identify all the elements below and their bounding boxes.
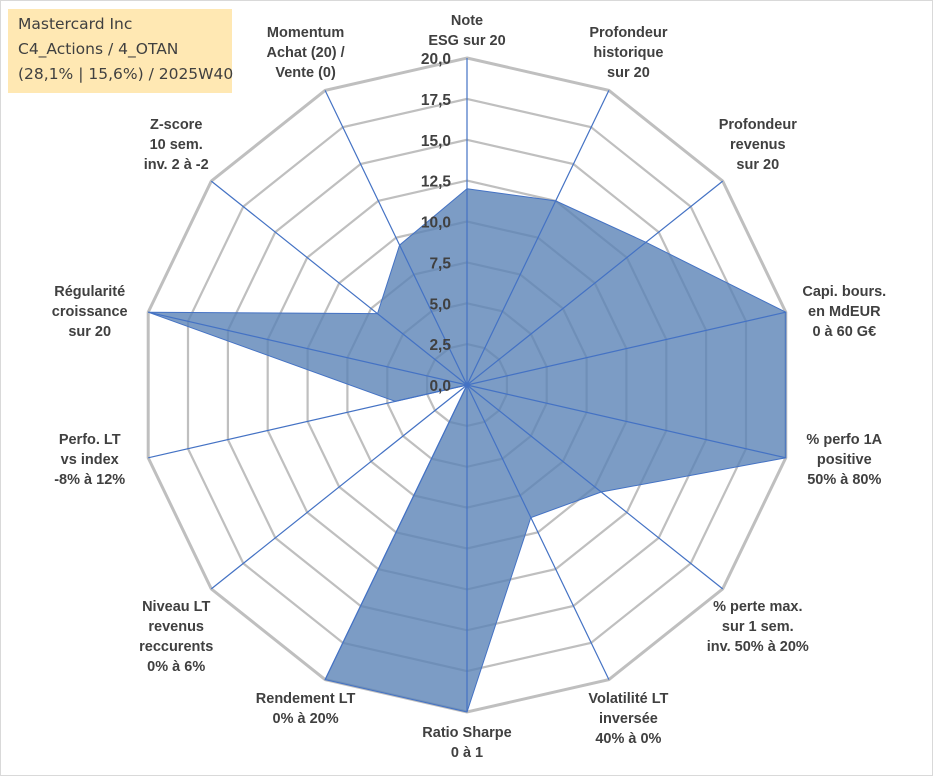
axis-label-group: Momentum Achat (20) / Vente (0) bbox=[267, 25, 345, 81]
tick-label: 12,5 bbox=[421, 174, 452, 191]
tick-label: 15,0 bbox=[421, 133, 451, 150]
tick-label: 7,5 bbox=[429, 255, 451, 272]
axis-spoke bbox=[466, 90, 610, 386]
tick-label: 5,0 bbox=[429, 296, 451, 313]
axis-spoke bbox=[466, 180, 724, 386]
axis-label: Vente (0) bbox=[275, 65, 336, 81]
tick-labels: 0,0 2,5 5,0 7,5 10,0 12,5 15,0 17,5 20,0 bbox=[421, 51, 452, 395]
axis-label: inv. 2 à -2 bbox=[144, 157, 209, 173]
axis-label: sur 20 bbox=[736, 157, 779, 173]
axis-label: 0 à 1 bbox=[451, 745, 483, 761]
axis-label: % perte max. bbox=[713, 599, 802, 615]
tick-label: 0,0 bbox=[429, 378, 451, 395]
axis-label: Régularité bbox=[54, 284, 125, 300]
axis-label: 40% à 0% bbox=[595, 731, 661, 747]
axis-label: sur 1 sem. bbox=[722, 619, 794, 635]
axis-label: sur 20 bbox=[68, 324, 111, 340]
chart-title-box: Mastercard Inc C4_Actions / 4_OTAN (28,1… bbox=[8, 9, 234, 93]
axis-label-group: Rendement LT 0% à 20% bbox=[256, 691, 356, 727]
axis-label: Niveau LT bbox=[142, 599, 210, 615]
axis-label: Capi. bours. bbox=[802, 284, 886, 300]
axis-label: Achat (20) / bbox=[267, 45, 345, 61]
axis-label: revenus bbox=[148, 619, 204, 635]
axis-label: reccurents bbox=[139, 639, 213, 655]
axis-spoke bbox=[466, 311, 786, 386]
title-category: C4_Actions / 4_OTAN bbox=[18, 40, 179, 58]
axis-label-group: % perte max. sur 1 sem. inv. 50% à 20% bbox=[707, 599, 809, 655]
axis-label: 0% à 20% bbox=[273, 711, 339, 727]
axis-label: 10 sem. bbox=[150, 137, 203, 153]
axis-label-group: Profondeur historique sur 20 bbox=[589, 25, 667, 81]
axis-label: vs index bbox=[61, 452, 119, 468]
axis-labels: Note ESG sur 20 Profondeur historique sur 20… bbox=[52, 13, 886, 761]
axis-spoke bbox=[324, 384, 468, 680]
axis-label: revenus bbox=[730, 137, 786, 153]
tick-label: 2,5 bbox=[429, 337, 451, 354]
axis-spoke bbox=[210, 180, 468, 386]
axis-label-group: Perfo. LT vs index -8% à 12% bbox=[54, 432, 125, 488]
axis-label-group: Z-score 10 sem. inv. 2 à -2 bbox=[144, 117, 209, 173]
axis-label: Profondeur bbox=[719, 117, 797, 133]
tick-label: 10,0 bbox=[421, 215, 451, 232]
axis-label: Note bbox=[451, 13, 483, 29]
axis-label: Perfo. LT bbox=[59, 432, 121, 448]
axis-spoke bbox=[210, 384, 468, 590]
axis-spoke bbox=[148, 311, 468, 386]
axis-spokes bbox=[148, 58, 786, 712]
axis-label: Momentum bbox=[267, 25, 344, 41]
axis-label: 50% à 80% bbox=[807, 472, 881, 488]
axis-label-group: Ratio Sharpe 0 à 1 bbox=[422, 725, 511, 761]
axis-label: 0% à 6% bbox=[147, 659, 205, 675]
axis-label-group: Volatilité LT inversée 40% à 0% bbox=[588, 691, 668, 747]
axis-label: historique bbox=[593, 45, 663, 61]
axis-spoke bbox=[148, 384, 468, 459]
axis-label-group: Note ESG sur 20 bbox=[428, 13, 505, 49]
axis-spoke bbox=[466, 384, 610, 680]
axis-label: 0 à 60 G€ bbox=[812, 324, 876, 340]
axis-label: Rendement LT bbox=[256, 691, 356, 707]
title-company: Mastercard Inc bbox=[18, 15, 133, 33]
axis-label: -8% à 12% bbox=[54, 472, 125, 488]
axis-label: sur 20 bbox=[607, 65, 650, 81]
axis-label-group: Régularité croissance sur 20 bbox=[52, 284, 128, 340]
tick-label: 17,5 bbox=[421, 92, 452, 109]
axis-label-group: % perfo 1A positive 50% à 80% bbox=[806, 432, 882, 488]
axis-label: en MdEUR bbox=[808, 304, 881, 320]
axis-spoke bbox=[466, 384, 786, 459]
axis-label: ESG sur 20 bbox=[428, 33, 505, 49]
axis-label: Ratio Sharpe bbox=[422, 725, 511, 741]
axis-spoke bbox=[324, 90, 468, 386]
tick-label: 20,0 bbox=[421, 51, 451, 68]
axis-label: Volatilité LT bbox=[588, 691, 668, 707]
axis-label: inv. 50% à 20% bbox=[707, 639, 809, 655]
axis-label: inversée bbox=[599, 711, 658, 727]
axis-label-group: Profondeur revenus sur 20 bbox=[719, 117, 797, 173]
title-stats: (28,1% | 15,6%) / 2025W40 bbox=[18, 65, 234, 83]
axis-label: positive bbox=[817, 452, 872, 468]
axis-label: % perfo 1A bbox=[806, 432, 882, 448]
axis-spoke bbox=[466, 384, 724, 590]
axis-label: Profondeur bbox=[589, 25, 667, 41]
axis-label-group: Niveau LT revenus reccurents 0% à 6% bbox=[139, 599, 213, 675]
axis-label-group: Capi. bours. en MdEUR 0 à 60 G€ bbox=[802, 284, 886, 340]
axis-label: Z-score bbox=[150, 117, 202, 133]
axis-label: croissance bbox=[52, 304, 128, 320]
